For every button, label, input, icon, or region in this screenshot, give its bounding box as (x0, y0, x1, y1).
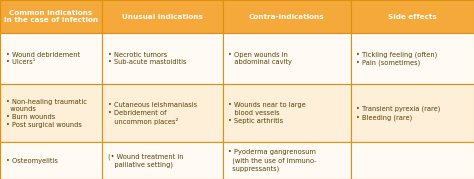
Bar (223, 0, 351, 33)
Text: • Cutaneous leishmaniasis
• Debridement of
   uncommon places²: • Cutaneous leishmaniasis • Debridement … (108, 102, 197, 125)
Bar (0, 142, 102, 179)
Bar (351, 84, 474, 142)
Bar (102, 142, 223, 179)
Text: • Osteomyelitis: • Osteomyelitis (6, 158, 57, 164)
Text: • Transient pyrexia (rare)
• Bleeding (rare): • Transient pyrexia (rare) • Bleeding (r… (356, 106, 441, 121)
Bar (351, 33, 474, 84)
Text: • Pyoderma gangrenosum
  (with the use of immuno-
  suppressants): • Pyoderma gangrenosum (with the use of … (228, 149, 317, 172)
Text: Contra-indications: Contra-indications (249, 14, 325, 20)
Text: (• Wound treatment in
   palliative setting): (• Wound treatment in palliative setting… (108, 153, 183, 168)
Bar (223, 142, 351, 179)
Text: • Wounds near to large
   blood vessels
• Septic arthritis: • Wounds near to large blood vessels • S… (228, 102, 306, 124)
Bar (102, 84, 223, 142)
Text: • Wound debridement
• Ulcers¹: • Wound debridement • Ulcers¹ (6, 52, 80, 66)
Bar (0, 0, 102, 33)
Text: • Non-healing traumatic
  wounds
• Burn wounds
• Post surgical wounds: • Non-healing traumatic wounds • Burn wo… (6, 99, 87, 128)
Text: • Open wounds in
   abdominal cavity: • Open wounds in abdominal cavity (228, 52, 292, 66)
Bar (102, 33, 223, 84)
Text: Unusual indications: Unusual indications (122, 14, 203, 20)
Bar (351, 142, 474, 179)
Bar (351, 0, 474, 33)
Bar (223, 33, 351, 84)
Bar (223, 84, 351, 142)
Text: • Necrotic tumors
• Sub-acute mastoiditis: • Necrotic tumors • Sub-acute mastoiditi… (108, 52, 186, 66)
Text: • Tickling feeling (often)
• Pain (sometimes): • Tickling feeling (often) • Pain (somet… (356, 51, 438, 66)
Bar (0, 33, 102, 84)
Bar (0, 84, 102, 142)
Text: Side effects: Side effects (388, 14, 437, 20)
Text: Common indications
in the case of infection: Common indications in the case of infect… (4, 10, 98, 23)
Bar (102, 0, 223, 33)
